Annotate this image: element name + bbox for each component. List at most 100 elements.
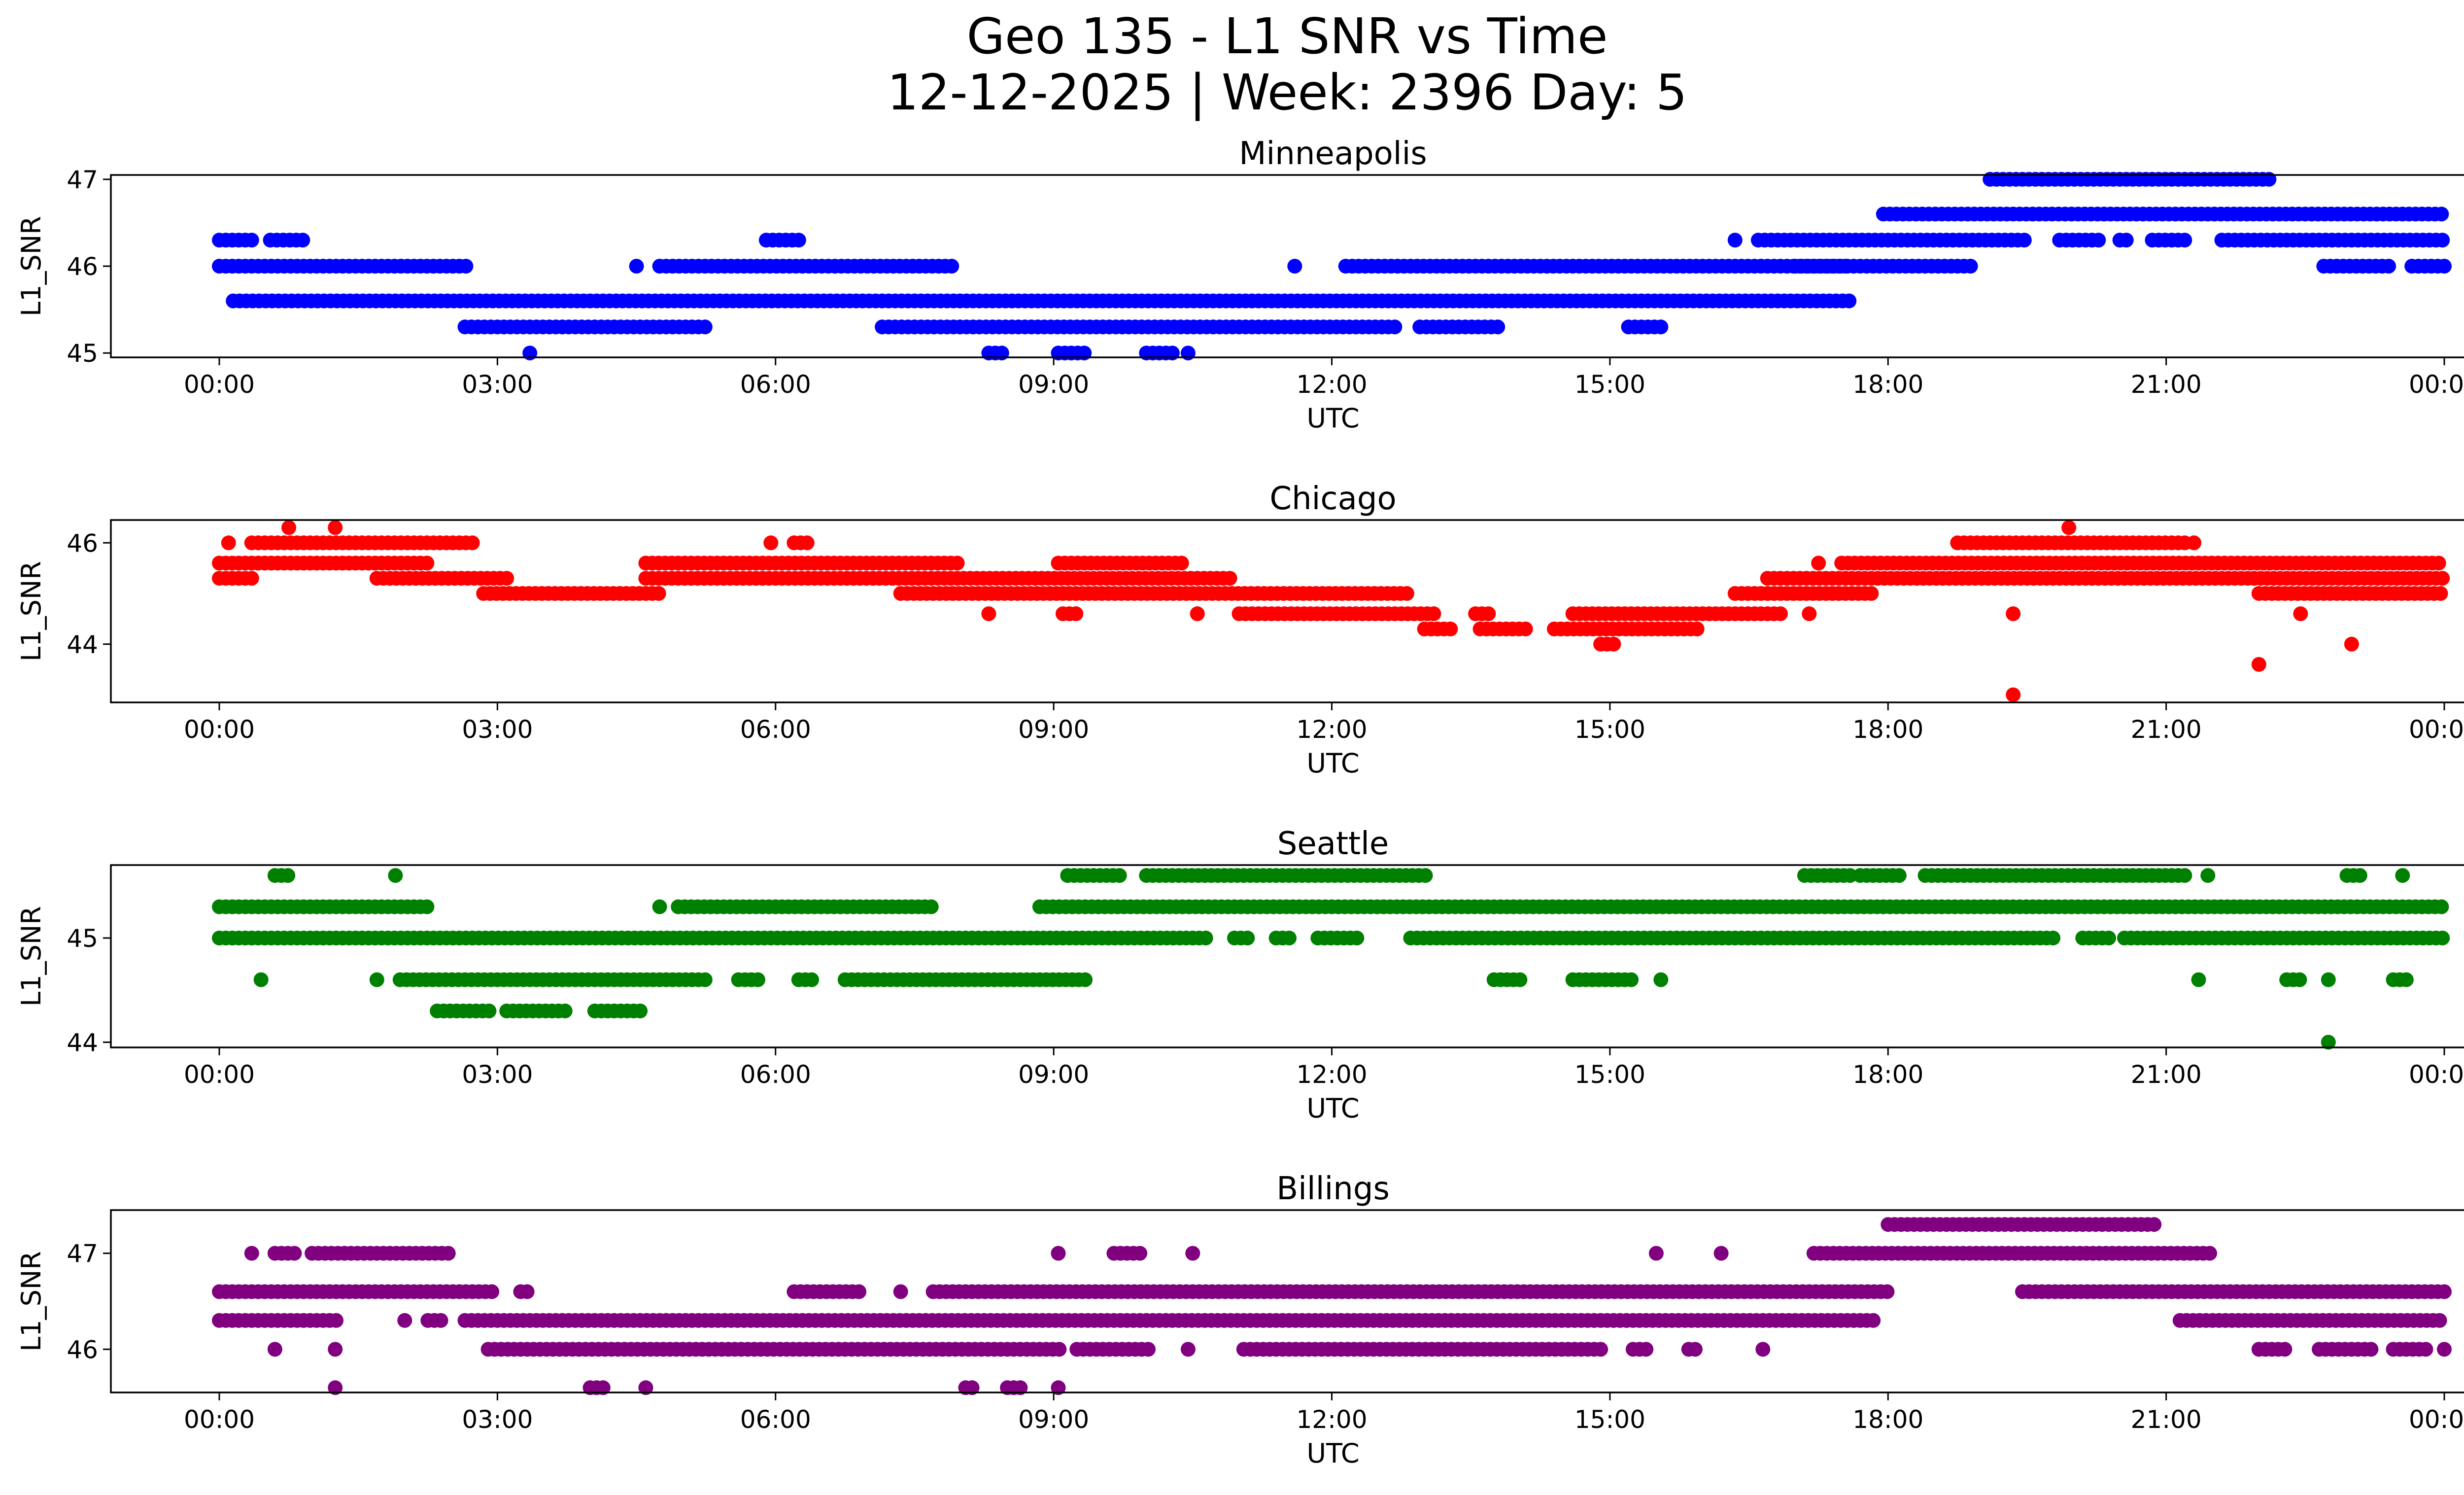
y-tick-label: 46 <box>67 252 98 281</box>
data-points <box>212 172 2452 361</box>
data-point <box>2017 233 2032 248</box>
data-point <box>651 586 666 601</box>
data-point <box>1185 1246 1200 1261</box>
y-axis-label: L1_SNR <box>16 561 47 661</box>
data-point <box>2251 657 2266 672</box>
x-tick-label: 03:00 <box>462 1060 533 1089</box>
data-point <box>1443 622 1458 636</box>
data-point <box>2352 868 2367 883</box>
data-point <box>924 899 939 914</box>
data-point <box>763 535 779 551</box>
data-point <box>2398 972 2414 987</box>
x-tick-label: 21:00 <box>2131 1405 2202 1434</box>
x-tick-label: 18:00 <box>1852 715 1923 744</box>
x-tick-label: 00:00 <box>184 1405 255 1434</box>
data-point <box>2061 520 2077 535</box>
data-point <box>2293 606 2308 622</box>
x-tick-label: 00:00 <box>184 1060 255 1089</box>
x-tick-label: 00:00 <box>184 370 255 399</box>
x-axis-label: UTC <box>1306 748 1359 779</box>
data-point <box>253 972 269 987</box>
data-point <box>2277 1342 2293 1357</box>
data-point <box>328 1342 343 1357</box>
data-point <box>1639 1342 1654 1357</box>
data-point <box>629 259 644 274</box>
panel-billings: Billings 46 47 00:00 03:00 06:00 09:00 12:00 15:… <box>16 1171 2464 1469</box>
data-point <box>1653 972 1669 987</box>
data-point <box>2191 972 2206 987</box>
data-point <box>2434 207 2449 222</box>
data-point <box>1843 868 1858 883</box>
data-point <box>1689 622 1705 636</box>
data-point <box>2381 259 2396 274</box>
data-point <box>1112 868 1127 883</box>
data-point <box>1727 233 1743 248</box>
data-point <box>1648 1246 1664 1261</box>
figure-title-line1: Geo 135 - L1 SNR vs Time <box>967 7 1608 65</box>
panel-seattle: Seattle 44 45 00:00 03:00 06:00 09:00 12:00 15:0… <box>16 826 2464 1124</box>
data-point <box>1624 972 1639 987</box>
data-point <box>1512 972 1528 987</box>
x-tick-label: 18:00 <box>1852 1405 1923 1434</box>
data-point <box>433 1313 448 1328</box>
x-axis-label: UTC <box>1306 403 1359 434</box>
data-point <box>1282 931 1297 945</box>
data-point <box>1052 1342 1067 1357</box>
y-axis-label: L1_SNR <box>16 906 47 1007</box>
data-point <box>944 259 959 274</box>
data-point <box>1606 636 1621 652</box>
x-tick-label: 00:00 <box>2409 370 2464 399</box>
data-point <box>1802 606 1817 622</box>
data-point <box>2292 972 2307 987</box>
data-point <box>2437 259 2452 274</box>
data-point <box>2187 535 2202 551</box>
data-point <box>1811 556 1826 571</box>
figure-title-line2: 12-12-2025 | Week: 2396 Day: 5 <box>887 64 1687 121</box>
y-axis-label: L1_SNR <box>16 216 47 316</box>
y-tick-label: 46 <box>67 529 98 557</box>
x-tick-label: 03:00 <box>462 370 533 399</box>
panels: Minneapolis 45 46 47 00:00 03:00 06:00 09:00 12:… <box>16 136 2464 1469</box>
data-point <box>652 899 667 914</box>
data-point <box>751 972 765 987</box>
data-point <box>964 1380 980 1395</box>
x-tick-label: 18:00 <box>1852 370 1923 399</box>
data-point <box>329 1313 343 1328</box>
data-point <box>419 556 435 571</box>
data-point <box>595 1380 611 1395</box>
axes-frame <box>110 1209 2464 1393</box>
data-point <box>1593 1342 1608 1357</box>
data-point <box>287 1246 302 1261</box>
data-point <box>852 1284 867 1299</box>
x-tick-label: 09:00 <box>1018 1060 1089 1089</box>
x-tick-label: 21:00 <box>2131 1060 2202 1089</box>
x-tick-label: 06:00 <box>740 370 811 399</box>
data-point <box>2435 233 2450 248</box>
data-point <box>1174 556 1189 571</box>
data-point <box>1240 931 1255 945</box>
x-axis-label: UTC <box>1306 1438 1359 1469</box>
data-point <box>1713 1246 1729 1261</box>
y-axis-label: L1_SNR <box>16 1251 47 1352</box>
data-point <box>2437 1342 2452 1357</box>
data-point <box>2147 1217 2162 1232</box>
y-tick-label: 46 <box>67 1335 98 1364</box>
data-point <box>2344 636 2359 652</box>
x-tick-label: 12:00 <box>1296 370 1367 399</box>
x-tick-label: 09:00 <box>1018 715 1089 744</box>
x-tick-label: 15:00 <box>1574 1405 1645 1434</box>
data-point <box>458 259 474 274</box>
data-point <box>1963 259 1978 274</box>
x-tick-label: 03:00 <box>462 1405 533 1434</box>
data-point <box>557 1004 573 1018</box>
x-tick-label: 00:00 <box>184 715 255 744</box>
x-tick-label: 00:00 <box>2409 1060 2464 1089</box>
data-point <box>1842 293 1857 309</box>
data-point <box>369 972 384 987</box>
data-point <box>244 233 259 248</box>
axes-frame <box>110 864 2464 1048</box>
data-point <box>1051 1380 1066 1395</box>
data-point <box>1013 1380 1028 1395</box>
data-point <box>419 899 435 914</box>
